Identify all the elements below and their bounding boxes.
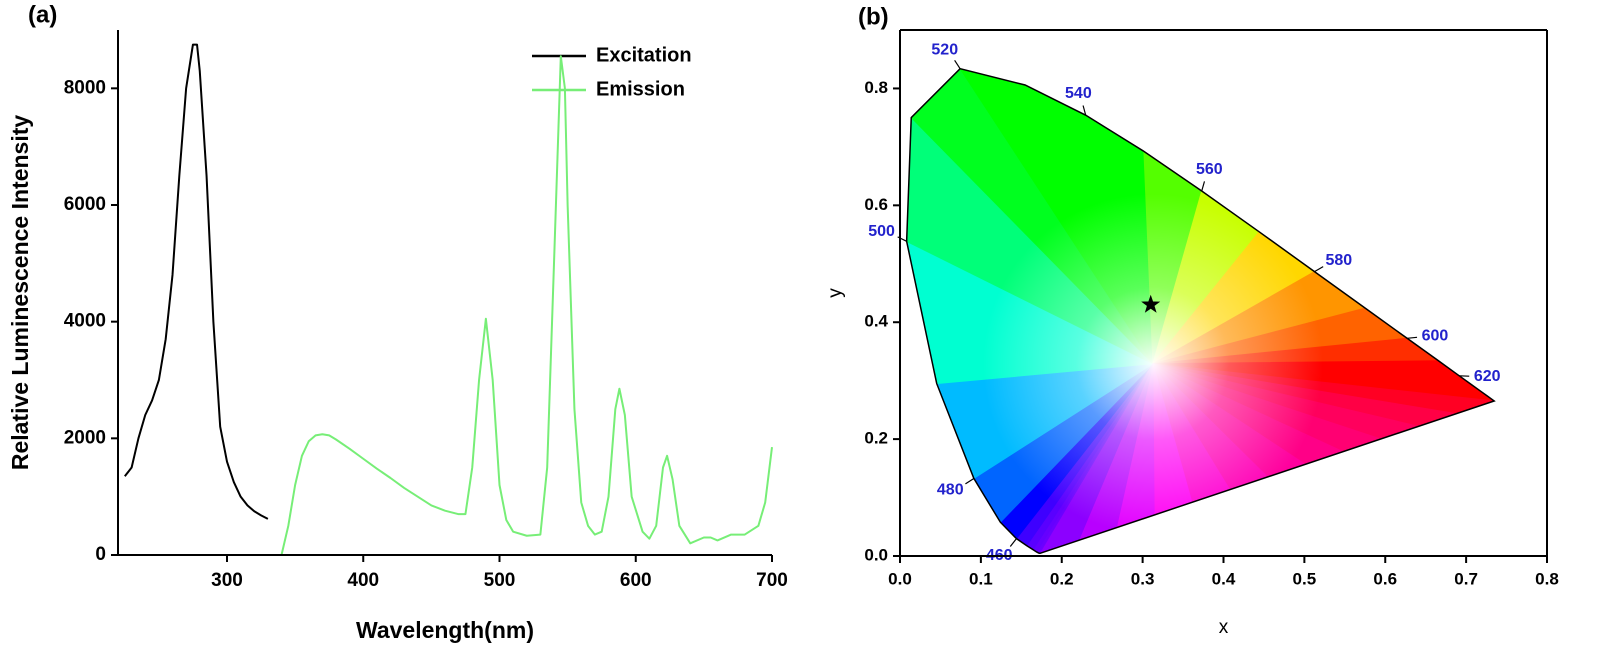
gamut	[906, 68, 1495, 554]
y-tick-label: 0.2	[864, 429, 888, 448]
legend-label: Emission	[596, 78, 685, 100]
wavelength-label: 480	[937, 482, 964, 499]
x-tick-label: 0.8	[1535, 569, 1559, 588]
legend-label: Excitation	[596, 44, 692, 66]
x-axis-label: Wavelength(nm)	[356, 617, 534, 643]
y-tick-label: 4000	[64, 311, 106, 332]
wavelength-label: 560	[1196, 161, 1223, 178]
wavelength-label: 600	[1422, 327, 1449, 344]
panel: Excitation Emission 300 400 500 600 700 0 2000 40…	[7, 1, 788, 643]
y-axis-label: y	[825, 288, 846, 298]
panel-label: (a)	[28, 1, 57, 28]
series-line	[124, 43, 269, 520]
wavelength-tick	[965, 477, 975, 485]
wavelength-tick	[954, 59, 961, 70]
y-tick-label: 0.6	[864, 195, 888, 214]
x-tick-label: 300	[211, 570, 243, 591]
y-tick-label: 0.4	[864, 312, 888, 331]
x-tick-label: 0.1	[969, 569, 993, 588]
y-tick-label: 0.8	[864, 78, 888, 97]
x-tick-label: 700	[756, 570, 788, 591]
white-glow	[982, 193, 1323, 534]
series-line	[280, 55, 773, 556]
x-tick-label: 0.6	[1373, 569, 1397, 588]
x-tick-label: 0.4	[1212, 569, 1236, 588]
x-tick-label: 400	[347, 570, 379, 591]
panel-label: (b)	[858, 3, 889, 30]
y-tick-label: 8000	[64, 77, 106, 98]
wavelength-label: 500	[868, 223, 895, 240]
y-tick-label: 6000	[64, 194, 106, 215]
x-tick-label: 0.2	[1050, 569, 1074, 588]
wavelength-tick	[1407, 336, 1418, 339]
x-tick-label: 0.3	[1131, 569, 1155, 588]
wavelength-tick	[1201, 181, 1206, 192]
x-tick-label: 500	[484, 570, 516, 591]
wavelength-label: 620	[1474, 368, 1501, 385]
wavelength-tick	[1009, 538, 1017, 547]
y-tick-label: 2000	[64, 427, 106, 448]
x-axis-label: x	[1219, 617, 1229, 638]
spectral-locus	[905, 67, 1496, 554]
star-point	[1141, 294, 1161, 313]
x-tick-label: 0.5	[1293, 569, 1317, 588]
wavelength-label: 540	[1065, 85, 1092, 102]
wavelength-label: 520	[931, 41, 958, 58]
x-tick-label: 0.0	[888, 569, 912, 588]
y-axis-label: Relative Luminescence Intensity	[7, 115, 33, 471]
y-tick-label: 0.0	[864, 545, 888, 564]
x-tick-label: 0.7	[1454, 569, 1478, 588]
y-tick-label: 0	[95, 544, 106, 565]
wavelength-tick	[1314, 266, 1324, 273]
wavelength-tick	[1082, 105, 1087, 116]
x-tick-label: 600	[620, 570, 652, 591]
wavelength-label: 580	[1325, 252, 1352, 269]
